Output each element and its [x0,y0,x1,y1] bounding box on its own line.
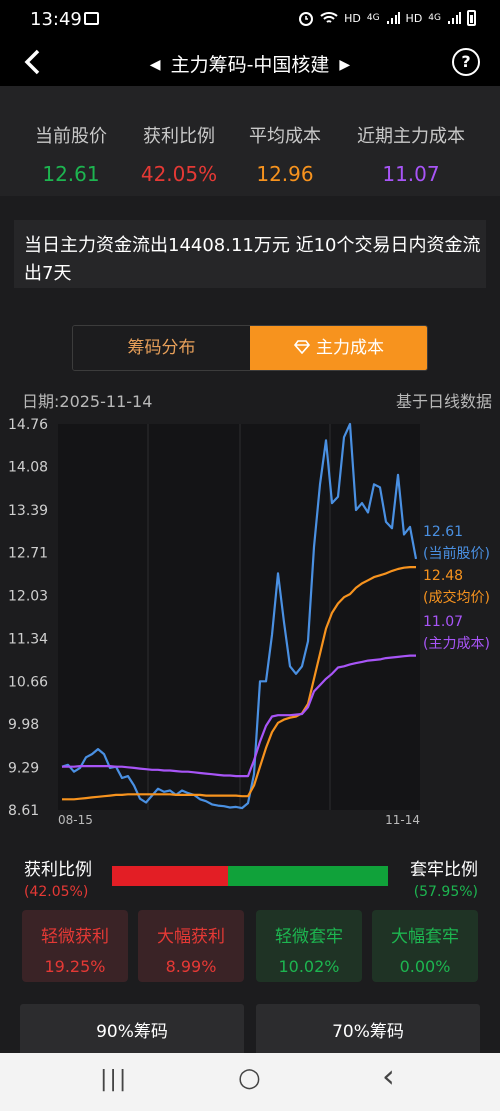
triangle-left-icon[interactable]: ◀ [149,57,161,73]
battery-icon [467,10,476,26]
end-name-label: (成交均价) [423,589,490,606]
y-tick-label: 9.29 [8,760,39,776]
triangle-right-icon[interactable]: ▶ [339,57,351,73]
stat-profit-ratio: 获利比例 42.05% [136,122,222,186]
trapped-ratio-value: (57.95%) [413,884,478,900]
card-title: 轻微获利 [41,927,109,947]
stat-label: 当前股价 [35,126,107,147]
cost-line-chart: 14.76 14.08 13.39 12.71 12.03 11.34 10.66 9.98 9… [8,418,490,827]
end-value-label: 11.07 [423,614,463,630]
y-tick-label: 10.66 [8,674,48,690]
y-tick-label: 11.34 [8,632,48,648]
series-line-avg [62,566,416,801]
series-line-main [62,654,416,778]
profit-ratio: 获利比例 (42.05%) [24,855,92,900]
tab-main-cost[interactable]: 主力成本 [250,326,427,370]
chevron-left-icon[interactable] [20,44,44,80]
trapped-ratio: 套牢比例 (57.95%) [410,855,478,900]
y-tick-label: 12.03 [8,588,48,604]
card-title: 大幅获利 [157,927,225,947]
stat-main-cost: 近期主力成本 11.07 [350,122,472,186]
back-icon[interactable]: ‹ [382,1057,395,1095]
signal-4g-label-2: 4G [428,13,441,23]
card-value: 8.99% [165,957,217,976]
nav-bar: ◀ 主力筹码-中国核建 ▶ ? [0,40,500,86]
image-icon [84,12,99,25]
stat-label: 平均成本 [249,126,321,147]
y-tick-label: 8.61 [8,803,39,819]
stat-label: 近期主力成本 [357,126,465,147]
end-name-label: (主力成本) [423,636,490,652]
stat-value: 42.05% [140,162,218,186]
signal-4g-label: 4G [366,13,380,23]
end-value-label: 12.61 [423,524,463,540]
card-slight-trapped[interactable]: 轻微套牢 10.02% [256,910,362,982]
y-tick-label: 14.08 [8,460,48,476]
basis-label: 基于日线数据 [395,392,492,411]
fund-flow-text: 当日主力资金流出14408.11万元 近10个交易日内资金流出7天 [24,235,481,284]
y-tick-label: 14.76 [8,418,48,433]
wifi-icon [320,12,338,23]
card-value: 10.02% [278,957,340,976]
trapped-bar-segment [228,866,388,886]
signal-icon-2 [448,12,461,24]
recent-apps-icon[interactable]: ||| [100,1067,129,1092]
status-time: 13:49 [30,9,82,30]
status-bar: 13:49 HD 4G HD 4G [0,0,500,40]
chip-70-button[interactable]: 70%筹码 [256,1004,480,1060]
stat-current-price: 当前股价 12.61 [28,122,114,186]
card-title: 大幅套牢 [391,927,459,947]
stats-panel: 当前股价 12.61 获利比例 42.05% 平均成本 12.96 近期主力成本… [0,86,500,196]
tab-group: 筹码分布 主力成本 [72,325,428,371]
x-tick-label-start: 08-15 [58,813,93,827]
page-title: ◀ 主力筹码-中国核建 ▶ [0,50,500,77]
y-tick-label: 13.39 [8,503,48,519]
stat-value: 12.96 [256,162,314,186]
hd-icon: HD [344,11,361,25]
tab-main-cost-label: 主力成本 [316,338,384,358]
x-tick-label-end: 11-14 [385,813,420,827]
series-line-price [61,422,418,810]
chip-90-button[interactable]: 90%筹码 [20,1004,244,1060]
card-title: 轻微套牢 [275,927,343,947]
tab-chip-distribution[interactable]: 筹码分布 [73,326,250,370]
card-large-trapped[interactable]: 大幅套牢 0.00% [372,910,478,982]
plot-background [58,424,420,810]
profit-trapped-bar [112,866,388,886]
profit-bar-segment [112,866,229,886]
y-tick-label: 9.98 [8,717,39,733]
hd-icon-2: HD [405,11,423,25]
status-icons: HD 4G HD 4G [298,10,476,26]
stat-label: 获利比例 [143,126,215,147]
alarm-icon [299,12,314,26]
card-value: 19.25% [44,957,106,976]
home-icon[interactable]: ○ [238,1063,261,1093]
help-icon[interactable]: ? [452,48,480,76]
stat-value: 11.07 [382,162,440,186]
fund-flow-panel: 当日主力资金流出14408.11万元 近10个交易日内资金流出7天 [14,220,486,288]
end-name-label: (当前股价) [423,545,490,562]
diamond-icon [293,340,311,355]
profit-ratio-value: (42.05%) [24,884,89,900]
card-large-profit[interactable]: 大幅获利 8.99% [138,910,244,982]
card-value: 0.00% [399,957,451,976]
y-tick-label: 12.71 [8,546,48,562]
trapped-ratio-label: 套牢比例 [410,860,478,880]
signal-icon [386,12,400,24]
stat-value: 12.61 [42,162,100,186]
card-slight-profit[interactable]: 轻微获利 19.25% [22,910,128,982]
stat-avg-cost: 平均成本 12.96 [242,122,328,186]
end-value-label: 12.48 [423,568,463,584]
profit-ratio-label: 获利比例 [24,860,92,880]
system-nav-bar: ||| ○ ‹ [0,1053,500,1111]
page-title-text: 主力筹码-中国核建 [170,54,330,76]
date-label: 日期:2025-11-14 [22,392,153,411]
